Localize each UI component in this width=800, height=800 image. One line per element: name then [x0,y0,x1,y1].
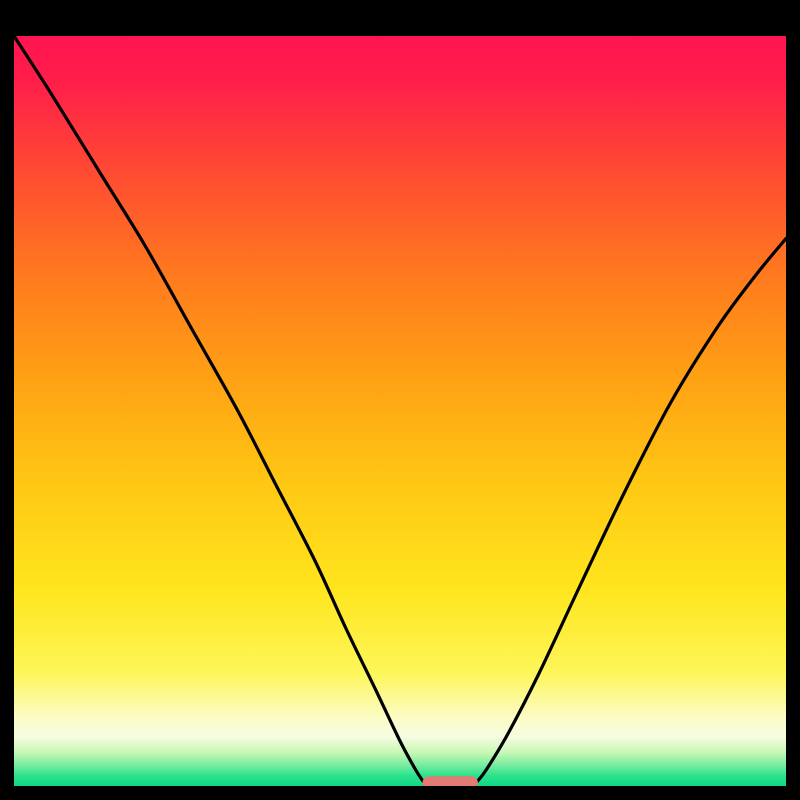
curve-right-branch [477,239,786,782]
figure-frame: TheBottleneck.com [0,0,800,800]
bottleneck-curve-chart [14,36,786,786]
plot-area [14,36,786,786]
optimal-range-marker [422,776,478,786]
curve-left-branch [14,36,423,782]
